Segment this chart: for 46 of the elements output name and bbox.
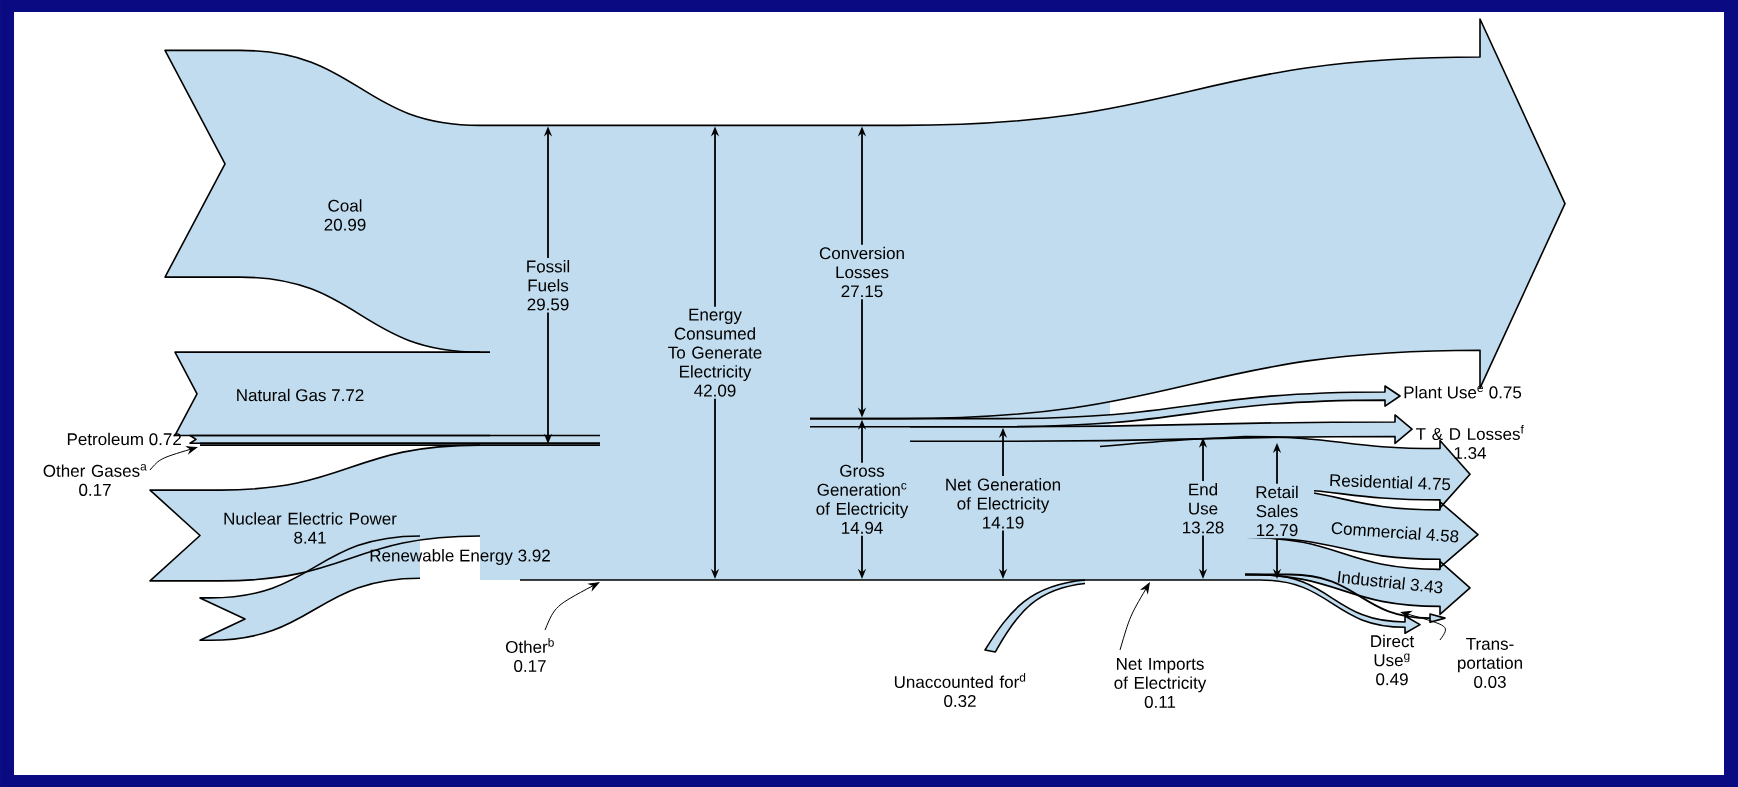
category-label: Other$^{b}$ — [505, 637, 554, 654]
category-label: Petroleum — [67, 432, 143, 446]
category-label: Nuclear Electric Power — [224, 512, 397, 525]
category-label: Residential — [1330, 474, 1413, 489]
data-label: 0.17 — [79, 483, 111, 496]
category-label: Other Gases$^{a}$ — [43, 464, 147, 477]
data-label: 7.72 — [332, 389, 364, 402]
category-label: Retail Sales — [1256, 485, 1298, 518]
category-label: Net Imports of Electricity — [1114, 658, 1207, 693]
category-label: Coal — [328, 199, 362, 212]
category-label: Gross Generation$^{c}$ of Electricity — [816, 464, 909, 519]
category-label: Industrial — [1337, 570, 1406, 590]
data-label: 0.03 — [1474, 675, 1506, 688]
data-label: 0.11 — [1144, 695, 1176, 708]
data-label: 13.28 — [1183, 521, 1224, 534]
data-label: 29.59 — [527, 298, 569, 311]
data-label: 0.75 — [1489, 386, 1522, 399]
data-label: 3.43 — [1410, 578, 1443, 594]
data-label: 1.34 — [1454, 446, 1487, 460]
category-label: End Use — [1189, 483, 1218, 515]
data-label: 0.32 — [944, 694, 976, 708]
category-label: Unaccounted for$^{d}$ — [894, 672, 1026, 689]
data-label: 20.99 — [324, 218, 366, 231]
category-label: Commercial — [1331, 522, 1421, 540]
category-label: Conversion Losses — [819, 246, 904, 279]
data-label: 14.19 — [983, 516, 1024, 529]
data-label: 0.49 — [1376, 673, 1408, 686]
data-label: 0.17 — [514, 659, 546, 673]
data-label: 0.72 — [149, 433, 181, 446]
category-label: Renewable Energy — [370, 549, 513, 565]
category-label: Fossil Fuels — [527, 259, 570, 292]
data-label: 4.58 — [1426, 528, 1459, 543]
category-label: Direct Use$^{g}$ — [1371, 634, 1415, 667]
category-label: Plant Use$^{e}$ — [1404, 385, 1483, 399]
data-label: 4.75 — [1418, 477, 1451, 491]
category-label: Natural Gas — [237, 388, 326, 402]
category-label: Net Generation of Electricity — [946, 478, 1060, 513]
data-label: 8.41 — [294, 531, 326, 544]
category-label: Energy Consumed To Generate Electricity — [668, 308, 762, 381]
data-label: 3.92 — [518, 549, 550, 562]
category-label: Trans-portation — [1458, 638, 1522, 673]
category-label: T & D Losses$^{f}$ — [1416, 424, 1524, 441]
data-label: 14.94 — [842, 521, 883, 534]
data-label: 42.09 — [694, 384, 736, 397]
data-label: 27.15 — [841, 285, 883, 298]
data-label: 12.79 — [1257, 524, 1298, 537]
